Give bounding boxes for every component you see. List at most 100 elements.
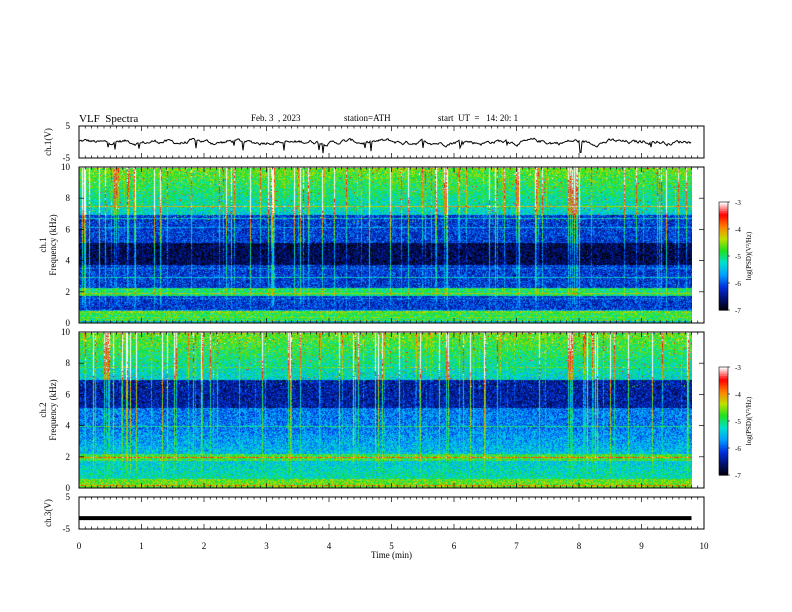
colorbar-step	[719, 460, 728, 463]
colorbar-step	[719, 238, 728, 241]
colorbar-step	[719, 216, 728, 219]
colorbar-step	[719, 370, 728, 373]
x-tick-label: 2	[202, 541, 207, 551]
colorbar-step	[719, 403, 728, 406]
colorbar-step	[719, 372, 728, 375]
header-station: station=ATH	[344, 113, 391, 123]
colorbar-step	[719, 397, 728, 400]
colorbar-step	[719, 376, 728, 379]
colorbar-step	[719, 471, 728, 474]
colorbar-step	[719, 385, 728, 388]
y-axis-label: ch.3(V)	[43, 499, 53, 527]
colorbar-step	[719, 295, 728, 298]
x-tick-label: 8	[577, 541, 582, 551]
y-tick-label: 2	[66, 452, 71, 462]
colorbar-step	[719, 252, 728, 255]
y-tick-label: 0	[66, 483, 71, 493]
colorbar-step	[719, 458, 728, 462]
x-tick-label: 7	[514, 541, 519, 551]
colorbar-step	[719, 203, 728, 207]
colorbar-step	[719, 390, 728, 393]
colorbar-step	[719, 422, 728, 426]
colorbar-step	[719, 457, 728, 460]
colorbar-tick-label: -7	[735, 307, 741, 315]
colorbar-step	[719, 424, 728, 427]
colorbar-step	[719, 297, 728, 300]
colorbar-step	[719, 464, 728, 467]
colorbar-step	[719, 451, 728, 454]
colorbar-step	[719, 462, 728, 465]
colorbar-step	[719, 417, 728, 420]
x-tick-label: 6	[452, 541, 457, 551]
colorbar-step	[719, 304, 728, 307]
colorbar-step	[719, 236, 728, 239]
colorbar-step	[719, 301, 728, 304]
colorbar-step	[719, 270, 728, 273]
ch2-spectrogram-image	[79, 333, 692, 488]
ch2-spectrogram-colorbar	[718, 366, 730, 476]
colorbar-step	[719, 379, 728, 382]
colorbar-step	[719, 415, 728, 418]
colorbar-step	[719, 202, 728, 205]
colorbar-step	[719, 413, 728, 417]
colorbar-step	[719, 449, 728, 453]
header-start-time: start UT = 14: 20: 1	[438, 113, 519, 123]
y-tick-label: 8	[66, 193, 71, 203]
colorbar-step	[719, 288, 728, 291]
colorbar-step	[719, 308, 728, 311]
ch1-spectrogram-colorbar	[718, 201, 730, 311]
x-tick-label: 4	[327, 541, 332, 551]
colorbar-step	[719, 257, 728, 261]
colorbar-step	[719, 448, 728, 451]
y-axis-label: ch.2	[38, 402, 48, 417]
colorbar-step	[719, 265, 728, 268]
colorbar-step	[719, 466, 728, 469]
panel-frames	[78, 125, 730, 530]
y-axis-label: Frequency (kHz)	[48, 379, 58, 440]
colorbar-step	[719, 266, 728, 270]
y-axis-label: ch.1(V)	[43, 128, 53, 156]
colorbar-tick-label: -7	[735, 472, 741, 480]
colorbar-step	[719, 259, 728, 262]
colorbar-step	[719, 212, 728, 216]
colorbar-step	[719, 205, 728, 208]
colorbar-step	[719, 299, 728, 302]
colorbar-step	[719, 374, 728, 377]
colorbar-step	[719, 440, 728, 444]
colorbar-step	[719, 426, 728, 429]
colorbar-step	[719, 279, 728, 282]
y-tick-label: 6	[66, 224, 71, 234]
x-axis-label: Time (min)	[371, 550, 412, 560]
colorbar-step	[719, 248, 728, 252]
colorbar-step	[719, 211, 728, 214]
colorbar-label: log(PSD)(V²/Hz)	[745, 231, 753, 280]
colorbar-step	[719, 306, 728, 309]
y-axis-label: ch.1	[38, 237, 48, 252]
colorbar-step	[719, 232, 728, 235]
ch1-waveform-line	[78, 137, 692, 154]
y-tick-label: 5	[66, 492, 71, 502]
x-tick-label: 5	[389, 541, 394, 551]
colorbar-step	[719, 401, 728, 404]
x-tick-label: 1	[139, 541, 144, 551]
colorbar-step	[719, 293, 728, 297]
y-tick-label: 4	[66, 421, 71, 431]
chart-title: VLF Spectra	[79, 113, 139, 125]
y-tick-label: 10	[61, 327, 71, 337]
colorbar-step	[719, 430, 728, 433]
colorbar-step	[719, 368, 728, 372]
colorbar-step	[719, 207, 728, 210]
colorbar-step	[719, 290, 728, 293]
colorbar-step	[719, 469, 728, 472]
colorbar-step	[719, 284, 728, 288]
colorbar-step	[719, 230, 728, 234]
x-tick-label: 9	[639, 541, 644, 551]
colorbar-tick-label: -6	[735, 445, 741, 453]
colorbar-step	[719, 283, 728, 286]
colorbar-step	[719, 243, 728, 246]
colorbar-step	[719, 250, 728, 253]
y-tick-label: 5	[66, 121, 71, 131]
colorbar-step	[719, 419, 728, 422]
colorbar-step	[719, 412, 728, 415]
